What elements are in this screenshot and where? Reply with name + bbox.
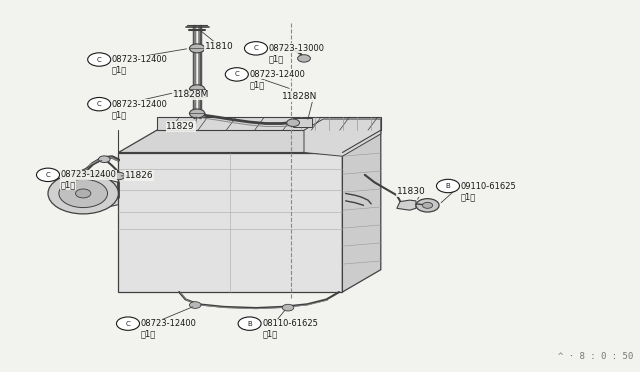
Text: B: B (445, 183, 451, 189)
Polygon shape (118, 153, 342, 292)
Text: 11828N: 11828N (282, 92, 317, 101)
Text: 09110-61625: 09110-61625 (461, 182, 516, 190)
Text: 08723-12400: 08723-12400 (141, 319, 196, 328)
Circle shape (189, 109, 205, 118)
Polygon shape (397, 200, 416, 210)
Circle shape (416, 199, 439, 212)
Circle shape (189, 44, 205, 53)
Text: 11828M: 11828M (173, 90, 209, 99)
Circle shape (422, 202, 433, 208)
Text: 11830: 11830 (397, 187, 426, 196)
FancyBboxPatch shape (189, 89, 205, 97)
Circle shape (112, 172, 125, 180)
Circle shape (116, 317, 140, 330)
Text: C: C (253, 45, 259, 51)
Circle shape (287, 119, 300, 126)
Circle shape (36, 168, 60, 182)
Circle shape (76, 189, 91, 198)
Circle shape (225, 68, 248, 81)
Polygon shape (74, 179, 118, 208)
Text: C: C (125, 321, 131, 327)
Circle shape (189, 302, 201, 308)
Text: （1）: （1） (461, 192, 476, 201)
Text: C: C (45, 172, 51, 178)
Text: 11829: 11829 (166, 122, 195, 131)
Text: （1）: （1） (112, 65, 127, 74)
Text: （1）: （1） (112, 110, 127, 119)
Circle shape (244, 42, 268, 55)
Text: 08723-12400: 08723-12400 (61, 170, 116, 179)
Text: C: C (97, 101, 102, 107)
FancyBboxPatch shape (293, 118, 312, 127)
Text: ^ · 8 : 0 : 50: ^ · 8 : 0 : 50 (558, 352, 634, 361)
Text: （1）: （1） (250, 80, 265, 89)
Text: （1）: （1） (61, 181, 76, 190)
Text: B: B (247, 321, 252, 327)
Circle shape (436, 179, 460, 193)
Circle shape (88, 97, 111, 111)
Text: （1）: （1） (141, 330, 156, 339)
Text: 11810: 11810 (205, 42, 234, 51)
Polygon shape (118, 130, 381, 153)
Circle shape (99, 156, 110, 163)
Text: 08110-61625: 08110-61625 (262, 319, 318, 328)
Text: 08723-12400: 08723-12400 (112, 55, 168, 64)
Text: 08723-12400: 08723-12400 (250, 70, 305, 79)
Circle shape (238, 317, 261, 330)
Polygon shape (342, 130, 381, 292)
Text: 11826: 11826 (125, 171, 154, 180)
Text: C: C (97, 57, 102, 62)
Circle shape (48, 173, 118, 214)
Polygon shape (304, 119, 381, 156)
Circle shape (298, 55, 310, 62)
Text: （1）: （1） (262, 330, 278, 339)
Circle shape (189, 85, 205, 94)
Text: 08723-13000: 08723-13000 (269, 44, 325, 53)
Circle shape (59, 179, 108, 208)
Text: 08723-12400: 08723-12400 (112, 100, 168, 109)
Polygon shape (157, 117, 381, 130)
Circle shape (282, 304, 294, 311)
Text: （1）: （1） (269, 54, 284, 63)
Text: C: C (234, 71, 239, 77)
Circle shape (88, 53, 111, 66)
